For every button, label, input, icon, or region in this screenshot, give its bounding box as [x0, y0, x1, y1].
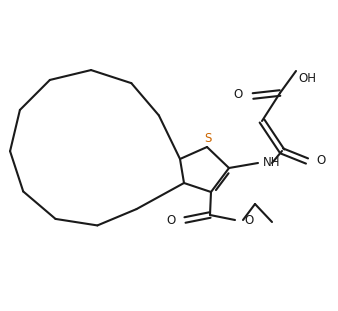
- Text: O: O: [244, 213, 253, 226]
- Text: O: O: [167, 213, 176, 226]
- Text: S: S: [204, 132, 212, 146]
- Text: OH: OH: [298, 72, 316, 86]
- Text: O: O: [234, 89, 243, 101]
- Text: NH: NH: [263, 156, 281, 169]
- Text: O: O: [316, 155, 325, 168]
